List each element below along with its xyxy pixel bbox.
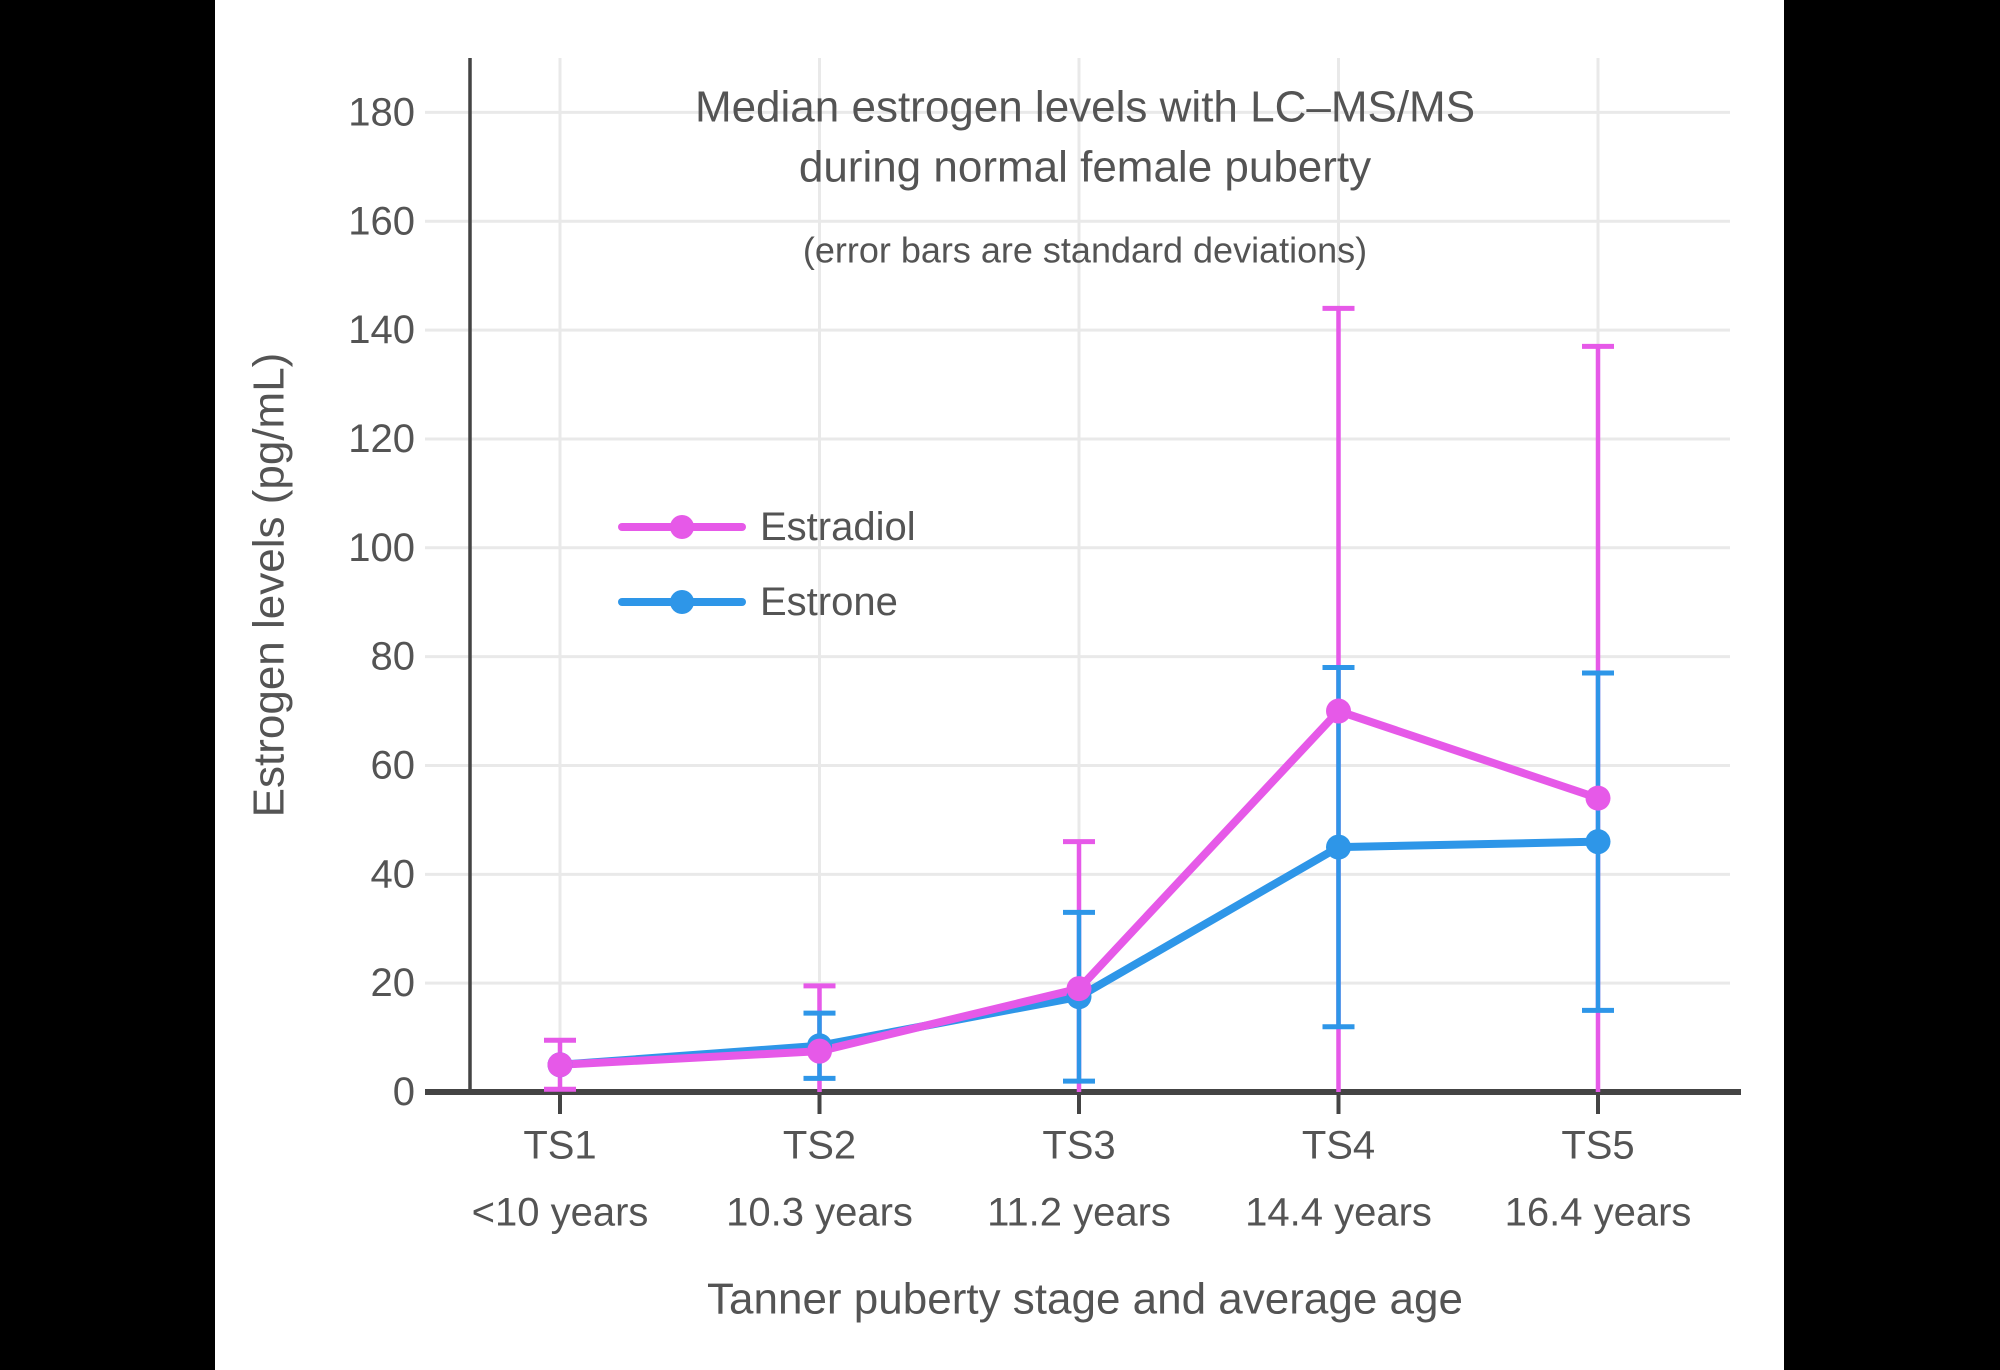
x-age-label-TS2: 10.3 years xyxy=(726,1191,913,1235)
y-tick-label-0: 0 xyxy=(393,1070,415,1114)
y-tick-label-20: 20 xyxy=(371,961,416,1005)
marker-estradiol-ts5 xyxy=(1585,785,1611,811)
x-axis-title: Tanner puberty stage and average age xyxy=(707,1275,1463,1324)
legend-marker-estradiol xyxy=(670,515,694,539)
x-category-label-TS3: TS3 xyxy=(1042,1124,1115,1168)
marker-estrone-ts4 xyxy=(1326,834,1351,860)
y-tick-label-140: 140 xyxy=(348,308,415,352)
y-tick-label-120: 120 xyxy=(348,417,415,461)
legend-label-estrone: Estrone xyxy=(760,580,898,624)
x-age-label-TS4: 14.4 years xyxy=(1245,1191,1432,1235)
y-tick-label-60: 60 xyxy=(371,743,416,787)
x-age-label-TS5: 16.4 years xyxy=(1505,1191,1692,1235)
y-tick-label-180: 180 xyxy=(348,90,415,134)
y-axis-title: Estrogen levels (pg/mL) xyxy=(245,353,294,818)
chart-title-line-1: Median estrogen levels with LC–MS/MS xyxy=(695,83,1475,132)
y-tick-label-160: 160 xyxy=(348,199,415,243)
marker-estradiol-ts2 xyxy=(807,1038,832,1064)
legend: Estradiol Estrone xyxy=(618,505,916,624)
legend-item-estradiol: Estradiol xyxy=(618,505,916,549)
marker-estrone-ts5 xyxy=(1585,829,1611,855)
marker-estradiol-ts4 xyxy=(1326,698,1351,724)
marker-estradiol-ts1 xyxy=(547,1052,573,1078)
legend-marker-estrone xyxy=(670,590,694,614)
axes-layer xyxy=(425,58,1741,1114)
y-tick-label-40: 40 xyxy=(371,852,416,896)
x-category-label-TS4: TS4 xyxy=(1302,1124,1375,1168)
series-markers-layer xyxy=(547,698,1611,1078)
y-tick-label-100: 100 xyxy=(348,526,415,570)
x-age-label-TS1: <10 years xyxy=(472,1191,649,1235)
x-age-label-TS3: 11.2 years xyxy=(987,1191,1171,1235)
legend-label-estradiol: Estradiol xyxy=(760,505,916,549)
x-category-label-TS2: TS2 xyxy=(783,1124,856,1168)
x-category-label-TS1: TS1 xyxy=(523,1124,596,1168)
x-category-label-TS5: TS5 xyxy=(1561,1124,1634,1168)
y-tick-label-80: 80 xyxy=(371,635,416,679)
chart-title-line-2: during normal female puberty xyxy=(799,143,1371,192)
chart-subtitle: (error bars are standard deviations) xyxy=(803,230,1367,271)
legend-item-estrone: Estrone xyxy=(618,580,898,624)
marker-estradiol-ts3 xyxy=(1066,976,1092,1002)
tick-labels-layer: 0 20 40 60 80 100 120 140 160 180 TS1 <10 years TS2 1… xyxy=(348,90,1691,1234)
plot-canvas xyxy=(215,0,1784,1370)
